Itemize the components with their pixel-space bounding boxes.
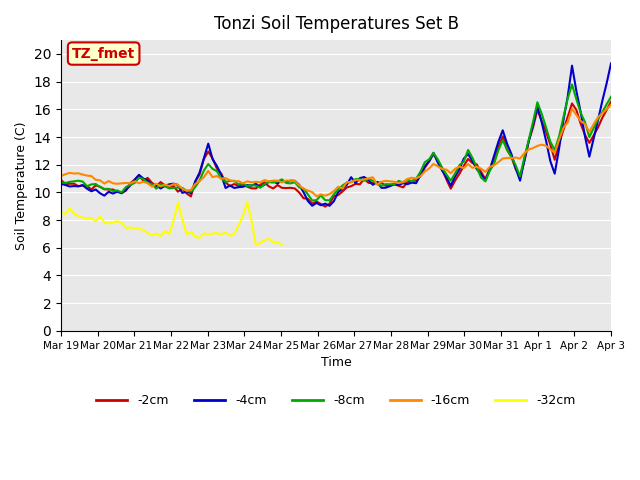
Text: TZ_fmet: TZ_fmet xyxy=(72,47,135,60)
-4cm xyxy=(191,179,199,184)
-8cm xyxy=(534,99,541,105)
-16cm xyxy=(57,173,65,179)
-4cm xyxy=(348,174,355,180)
-8cm xyxy=(590,125,598,131)
Line: -16cm: -16cm xyxy=(61,105,611,196)
-32cm xyxy=(200,230,208,236)
-16cm xyxy=(282,178,290,183)
-16cm xyxy=(260,177,268,183)
-32cm xyxy=(161,228,169,234)
-2cm xyxy=(586,140,593,146)
-16cm xyxy=(534,143,541,149)
-32cm xyxy=(74,214,82,219)
-16cm xyxy=(607,102,615,108)
-2cm xyxy=(57,177,65,183)
-32cm xyxy=(265,236,273,241)
-8cm xyxy=(308,198,316,204)
-8cm xyxy=(282,180,290,186)
-2cm xyxy=(348,183,355,189)
Y-axis label: Soil Temperature (C): Soil Temperature (C) xyxy=(15,121,28,250)
-8cm xyxy=(607,94,615,100)
Line: -8cm: -8cm xyxy=(61,84,611,201)
-2cm xyxy=(534,107,541,113)
-32cm xyxy=(135,226,143,231)
-4cm xyxy=(282,179,290,185)
Line: -4cm: -4cm xyxy=(61,63,611,206)
-4cm xyxy=(57,181,65,187)
-2cm xyxy=(282,185,290,191)
-32cm xyxy=(191,234,199,240)
-8cm xyxy=(57,179,65,185)
-4cm xyxy=(586,154,593,159)
-8cm xyxy=(260,181,268,187)
-4cm xyxy=(607,60,615,66)
-2cm xyxy=(607,99,615,105)
-16cm xyxy=(191,181,199,187)
-4cm xyxy=(534,103,541,109)
-2cm xyxy=(321,204,329,209)
-4cm xyxy=(326,203,333,209)
-16cm xyxy=(313,193,321,199)
-8cm xyxy=(348,180,355,185)
Line: -2cm: -2cm xyxy=(61,102,611,206)
-8cm xyxy=(191,184,199,190)
-32cm xyxy=(57,209,65,215)
Legend: -2cm, -4cm, -8cm, -16cm, -32cm: -2cm, -4cm, -8cm, -16cm, -32cm xyxy=(92,389,581,412)
-32cm xyxy=(278,242,285,248)
-16cm xyxy=(348,179,355,185)
-2cm xyxy=(191,179,199,184)
-32cm xyxy=(243,199,251,205)
-8cm xyxy=(568,82,576,87)
-16cm xyxy=(586,129,593,135)
X-axis label: Time: Time xyxy=(321,356,351,369)
-4cm xyxy=(260,182,268,188)
Title: Tonzi Soil Temperatures Set B: Tonzi Soil Temperatures Set B xyxy=(214,15,458,33)
-2cm xyxy=(260,180,268,185)
Line: -32cm: -32cm xyxy=(61,202,282,245)
